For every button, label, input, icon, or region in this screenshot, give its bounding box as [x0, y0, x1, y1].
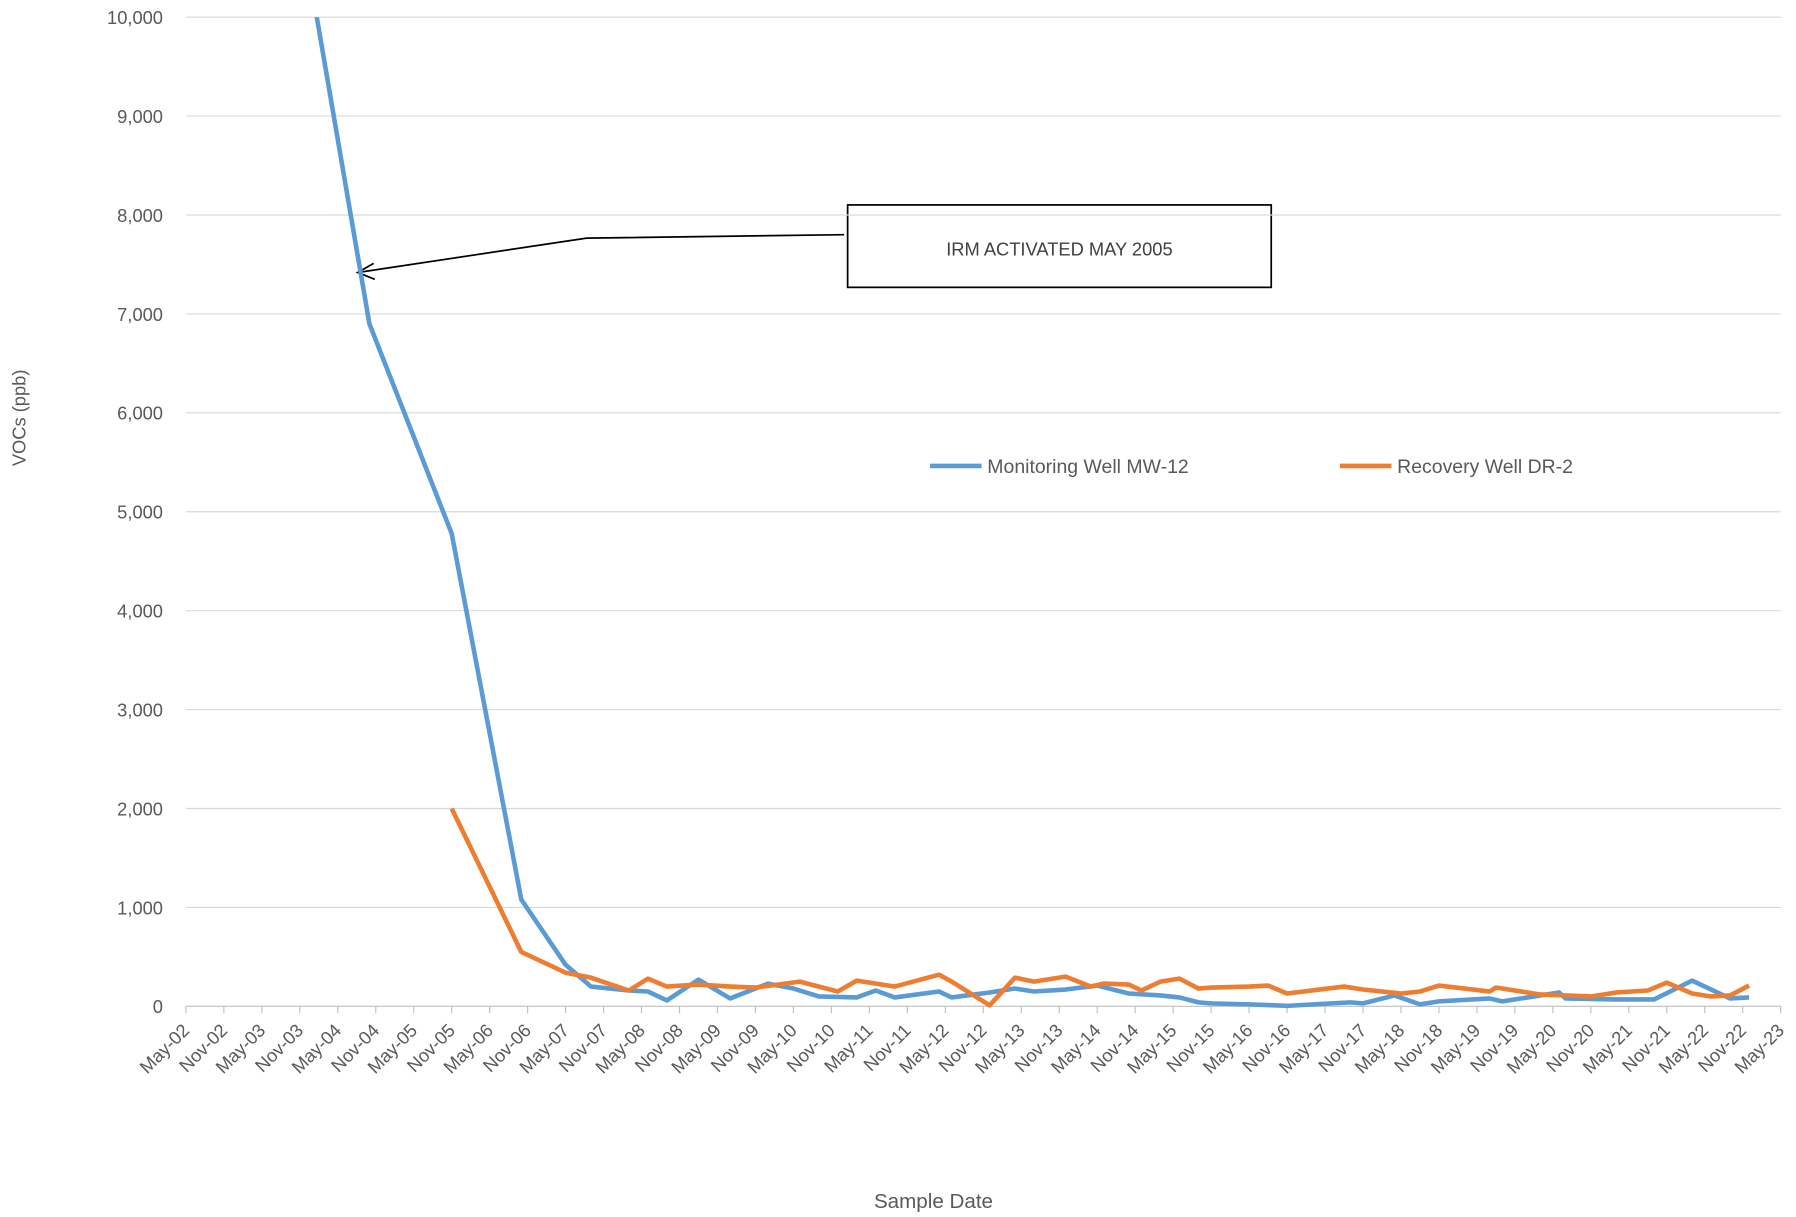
y-tick-label: 1,000: [117, 897, 163, 918]
data-line: [449, 807, 1751, 1008]
y-tick-label: 2,000: [117, 798, 163, 819]
y-tick-label: 6,000: [117, 403, 163, 424]
annotation-arrow: [357, 233, 845, 274]
x-axis-label: Sample Date: [874, 1190, 993, 1213]
y-tick-label: 3,000: [117, 699, 163, 720]
y-tick-label: 7,000: [117, 304, 163, 325]
legend-label: Monitoring Well MW-12: [987, 456, 1188, 478]
y-tick-label: 9,000: [117, 106, 163, 127]
y-tick-label: 8,000: [117, 205, 163, 226]
legend-label: Recovery Well DR-2: [1397, 456, 1573, 478]
data-line: [314, 17, 1750, 1009]
plot-lines: [314, 17, 1751, 1009]
y-tick-label: 0: [153, 996, 163, 1017]
y-tick-label: 4,000: [117, 601, 163, 622]
annotation-text: IRM ACTIVATED MAY 2005: [946, 238, 1172, 259]
annotation-box: [846, 204, 1273, 289]
y-tick-label: 10,000: [107, 7, 163, 28]
y-tick-label: 5,000: [117, 502, 163, 523]
y-axis-label: VOCs (ppb): [9, 370, 30, 467]
arrow-head: [355, 262, 376, 281]
